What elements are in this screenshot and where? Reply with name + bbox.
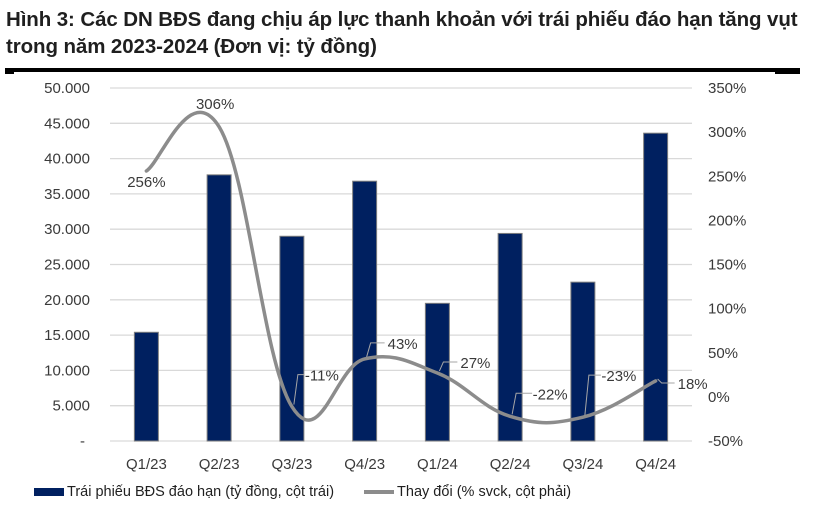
bar (497, 232, 523, 442)
left-tick-label: 40.000 (44, 151, 90, 168)
left-tick-label: 50.000 (44, 80, 90, 97)
right-tick-label: 150% (708, 257, 746, 274)
bar (279, 235, 305, 442)
bar-series (133, 132, 669, 442)
label-leader-line (511, 392, 533, 415)
line-data-label: 18% (678, 376, 708, 393)
label-leader-line (366, 342, 385, 358)
x-tick-label: Q3/24 (562, 456, 603, 473)
x-tick-label: Q4/23 (344, 456, 385, 473)
title-rule (5, 68, 800, 72)
bar (206, 174, 232, 442)
line-data-label: 256% (127, 174, 165, 191)
bar (133, 331, 159, 442)
line-data-label: 43% (388, 336, 418, 353)
left-tick-label: 10.000 (44, 362, 90, 379)
right-tick-label: 350% (708, 80, 746, 97)
title-rule-tab-left (5, 68, 14, 74)
line-data-label: -23% (601, 368, 636, 385)
gridlines (110, 87, 692, 442)
label-leader-line (584, 374, 601, 416)
legend-line-swatch (364, 490, 395, 494)
line-data-label: -22% (533, 386, 568, 403)
right-axis-ticks: -50% 0% 50% 100% 150% 200% 250% 300% 350% (708, 80, 746, 450)
x-tick-label: Q2/23 (199, 456, 240, 473)
data-labels: 256% 306% -11% 43% 27% -22% -23% 18% (127, 96, 708, 416)
x-tick-label: Q3/23 (271, 456, 312, 473)
change-line (144, 110, 658, 425)
right-tick-label: 200% (708, 212, 746, 229)
bar (570, 281, 596, 442)
right-tick-label: 100% (708, 301, 746, 318)
right-tick-label: 300% (708, 124, 746, 141)
left-tick-label: 35.000 (44, 186, 90, 203)
label-leader-line (293, 374, 304, 405)
x-tick-label: Q1/23 (126, 456, 167, 473)
bar (352, 180, 378, 442)
left-axis-ticks: - 5.000 10.000 15.000 20.000 25.000 30.000 35.0… (44, 80, 90, 450)
bar (643, 132, 669, 442)
label-leader-line (438, 361, 458, 372)
line-data-label: 306% (196, 96, 234, 113)
chart-title: Hình 3: Các DN BĐS đang chịu áp lực than… (6, 8, 798, 58)
line-data-label: -11% (305, 368, 339, 385)
left-tick-label: 25.000 (44, 257, 90, 274)
right-tick-label: -50% (708, 433, 743, 450)
label-leader-line (657, 378, 675, 384)
x-tick-label: Q1/24 (417, 456, 458, 473)
right-tick-label: 50% (708, 345, 738, 362)
left-tick-label: - (80, 433, 85, 450)
legend-line-label: Thay đổi (% svck, cột phải) (397, 484, 572, 500)
right-tick-label: 0% (708, 389, 730, 406)
title-rule-tab-right (775, 68, 800, 74)
left-tick-label: 15.000 (44, 327, 90, 344)
left-tick-label: 30.000 (44, 221, 90, 238)
x-tick-label: Q4/24 (635, 456, 676, 473)
x-axis-ticks: Q1/23 Q2/23 Q3/23 Q4/23 Q1/24 Q2/24 Q3/24 Q4/24 (126, 456, 676, 473)
left-tick-label: 5.000 (52, 398, 90, 415)
left-tick-label: 45.000 (44, 115, 90, 132)
left-tick-label: 20.000 (44, 292, 90, 309)
right-tick-label: 250% (708, 168, 746, 185)
legend: Trái phiếu BĐS đáo hạn (tỷ đồng, cột trá… (34, 484, 571, 500)
legend-bar-swatch (34, 488, 64, 496)
line-data-label: 27% (460, 355, 490, 372)
legend-bar-label: Trái phiếu BĐS đáo hạn (tỷ đồng, cột trá… (67, 484, 335, 500)
line-series (144, 110, 658, 425)
x-tick-label: Q2/24 (490, 456, 531, 473)
